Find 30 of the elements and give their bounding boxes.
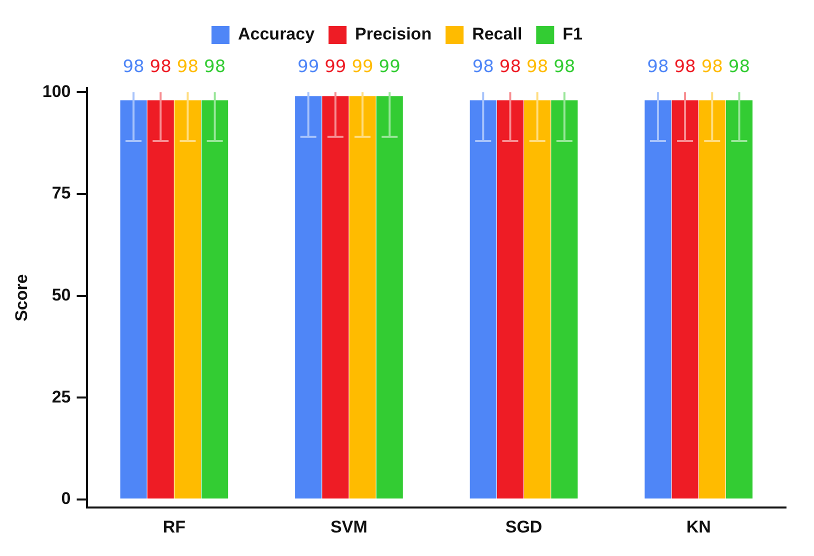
y-tick-label: 100 (42, 82, 71, 101)
legend-label: Accuracy (238, 24, 316, 44)
data-label: 98 (554, 56, 576, 77)
data-label: 99 (378, 56, 400, 77)
data-label: 98 (472, 56, 494, 77)
data-label: 98 (728, 56, 750, 77)
y-axis-title: Score (12, 274, 31, 322)
data-label: 98 (701, 56, 723, 77)
data-label: 98 (674, 56, 696, 77)
legend-label: F1 (562, 24, 583, 44)
y-tick-label: 25 (52, 387, 71, 406)
data-label: 99 (324, 56, 346, 77)
data-label: 98 (647, 56, 669, 77)
data-label: 98 (204, 56, 226, 77)
y-tick-label: 50 (52, 285, 71, 304)
legend-label: Precision (355, 24, 432, 44)
x-tick-label: SVM (330, 517, 368, 536)
data-label: 98 (499, 56, 522, 77)
data-label: 99 (352, 56, 374, 77)
x-tick-label: KN (686, 517, 711, 536)
data-label: 98 (122, 56, 144, 77)
data-label: 98 (526, 56, 548, 77)
data-label: 98 (176, 56, 199, 77)
data-label: 98 (150, 56, 172, 77)
y-tick-label: 0 (61, 489, 71, 508)
legend-label: Recall (472, 24, 522, 44)
y-tick-label: 75 (52, 184, 71, 203)
data-label: 99 (298, 56, 320, 77)
x-tick-label: SGD (505, 517, 542, 536)
x-tick-label: RF (162, 517, 186, 536)
